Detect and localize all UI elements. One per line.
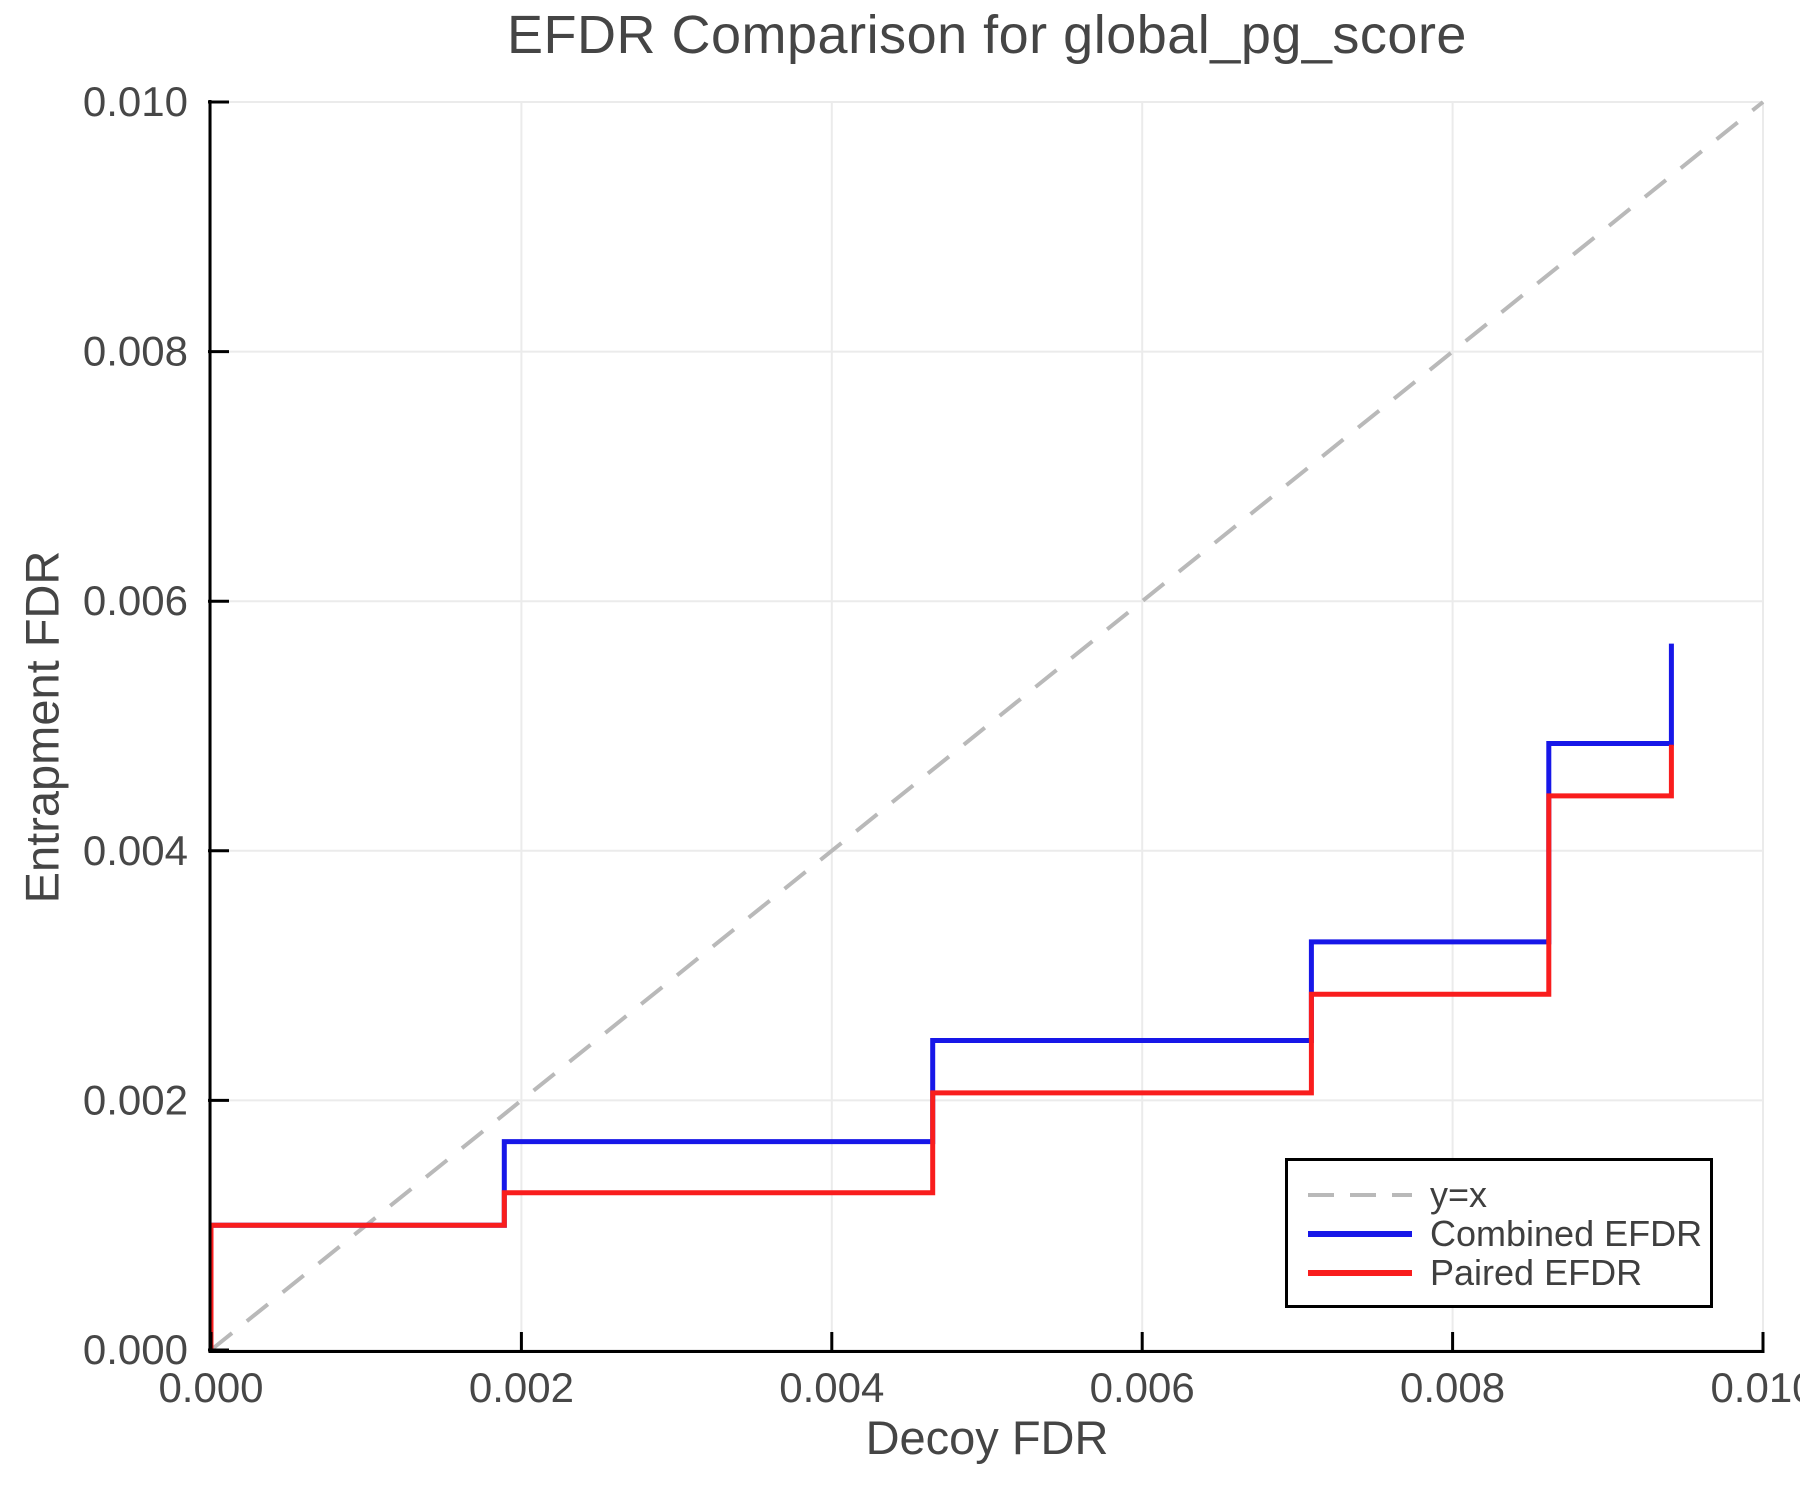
y-tick-label: 0.008 xyxy=(83,328,188,375)
legend-item-combined-efdr: Combined EFDR xyxy=(1308,1214,1710,1253)
x-tick-label: 0.000 xyxy=(158,1364,263,1411)
y-axis-label: Entrapment FDR xyxy=(15,550,69,904)
legend-label: Paired EFDR xyxy=(1430,1251,1643,1293)
combined-efdr-line-swatch xyxy=(1308,1230,1412,1237)
x-axis-label: Decoy FDR xyxy=(865,1411,1109,1464)
y-tick-label: 0.000 xyxy=(83,1326,188,1373)
series-paired-efdr xyxy=(208,744,1674,1350)
x-tick-label: 0.004 xyxy=(779,1364,884,1411)
paired-efdr-line-swatch xyxy=(1308,1269,1412,1276)
legend: y=x Combined EFDR Paired EFDR xyxy=(1285,1158,1713,1308)
legend-label: Combined EFDR xyxy=(1430,1212,1703,1254)
series-y-x xyxy=(209,100,1765,1352)
x-tick-label: 0.006 xyxy=(1090,1364,1195,1411)
y-tick-label: 0.010 xyxy=(83,78,188,125)
chart-title: EFDR Comparison for global_pg_score xyxy=(507,5,1467,65)
legend-item-paired-efdr: Paired EFDR xyxy=(1308,1253,1710,1292)
legend-label: y=x xyxy=(1430,1173,1488,1215)
x-tick-label: 0.010 xyxy=(1710,1364,1800,1411)
x-tick-label: 0.008 xyxy=(1400,1364,1505,1411)
x-tick-label: 0.002 xyxy=(469,1364,574,1411)
y-tick-label: 0.004 xyxy=(83,827,188,874)
y-tick-label: 0.006 xyxy=(83,577,188,624)
y-tick-label: 0.002 xyxy=(83,1076,188,1123)
legend-item-identity: y=x xyxy=(1308,1175,1710,1214)
identity-line-swatch xyxy=(1308,1192,1412,1197)
